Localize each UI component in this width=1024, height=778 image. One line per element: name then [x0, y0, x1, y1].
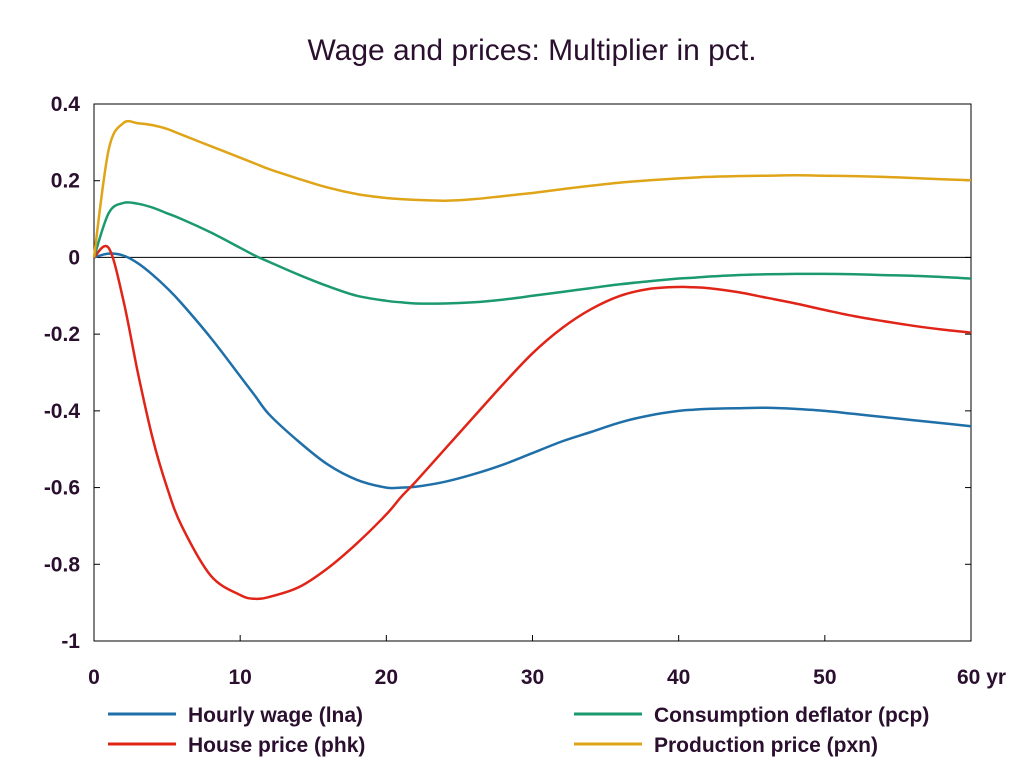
y-tick-label: -1 [61, 630, 80, 653]
x-tick-label: 10 [228, 666, 251, 689]
legend: Hourly wage (lna) House price (phk) Consum… [108, 704, 929, 757]
y-tick-label: 0.4 [51, 93, 81, 116]
chart-title: Wage and prices: Multiplier in pct. [307, 34, 756, 67]
series-line-house-price-phk [93, 244, 972, 601]
x-tick-label: 50 [813, 666, 836, 689]
y-tick-label: 0 [68, 246, 80, 269]
y-tick-label: 0.2 [51, 170, 80, 193]
series-lines [92, 119, 972, 601]
y-tick-label: -0.2 [44, 323, 80, 346]
x-tick-label: 30 [521, 666, 544, 689]
y-axis: 0.4 0.2 0 -0.2 -0.4 -0.6 -0.8 -1 [44, 93, 971, 653]
x-tick-label: 40 [667, 666, 690, 689]
legend-label: Consumption deflator (pcp) [654, 704, 929, 727]
x-tick-label: 60 yr [957, 666, 1006, 689]
x-tick-label: 0 [88, 666, 100, 689]
series-line-consumption-deflator-pcp [92, 201, 972, 305]
y-tick-label: -0.6 [44, 477, 80, 500]
plot-area [93, 103, 972, 642]
y-tick-label: -0.4 [44, 400, 81, 423]
x-tick-label: 20 [375, 666, 398, 689]
y-tick-label: -0.8 [44, 553, 81, 576]
legend-label: Production price (pxn) [654, 734, 878, 757]
x-axis: 0 10 20 30 40 50 60 yr [88, 635, 1006, 689]
legend-label: House price (phk) [188, 734, 365, 757]
series-line-production-price-pxn [92, 119, 972, 258]
legend-label: Hourly wage (lna) [188, 704, 363, 727]
series-line-hourly-wage-lna [93, 252, 972, 490]
